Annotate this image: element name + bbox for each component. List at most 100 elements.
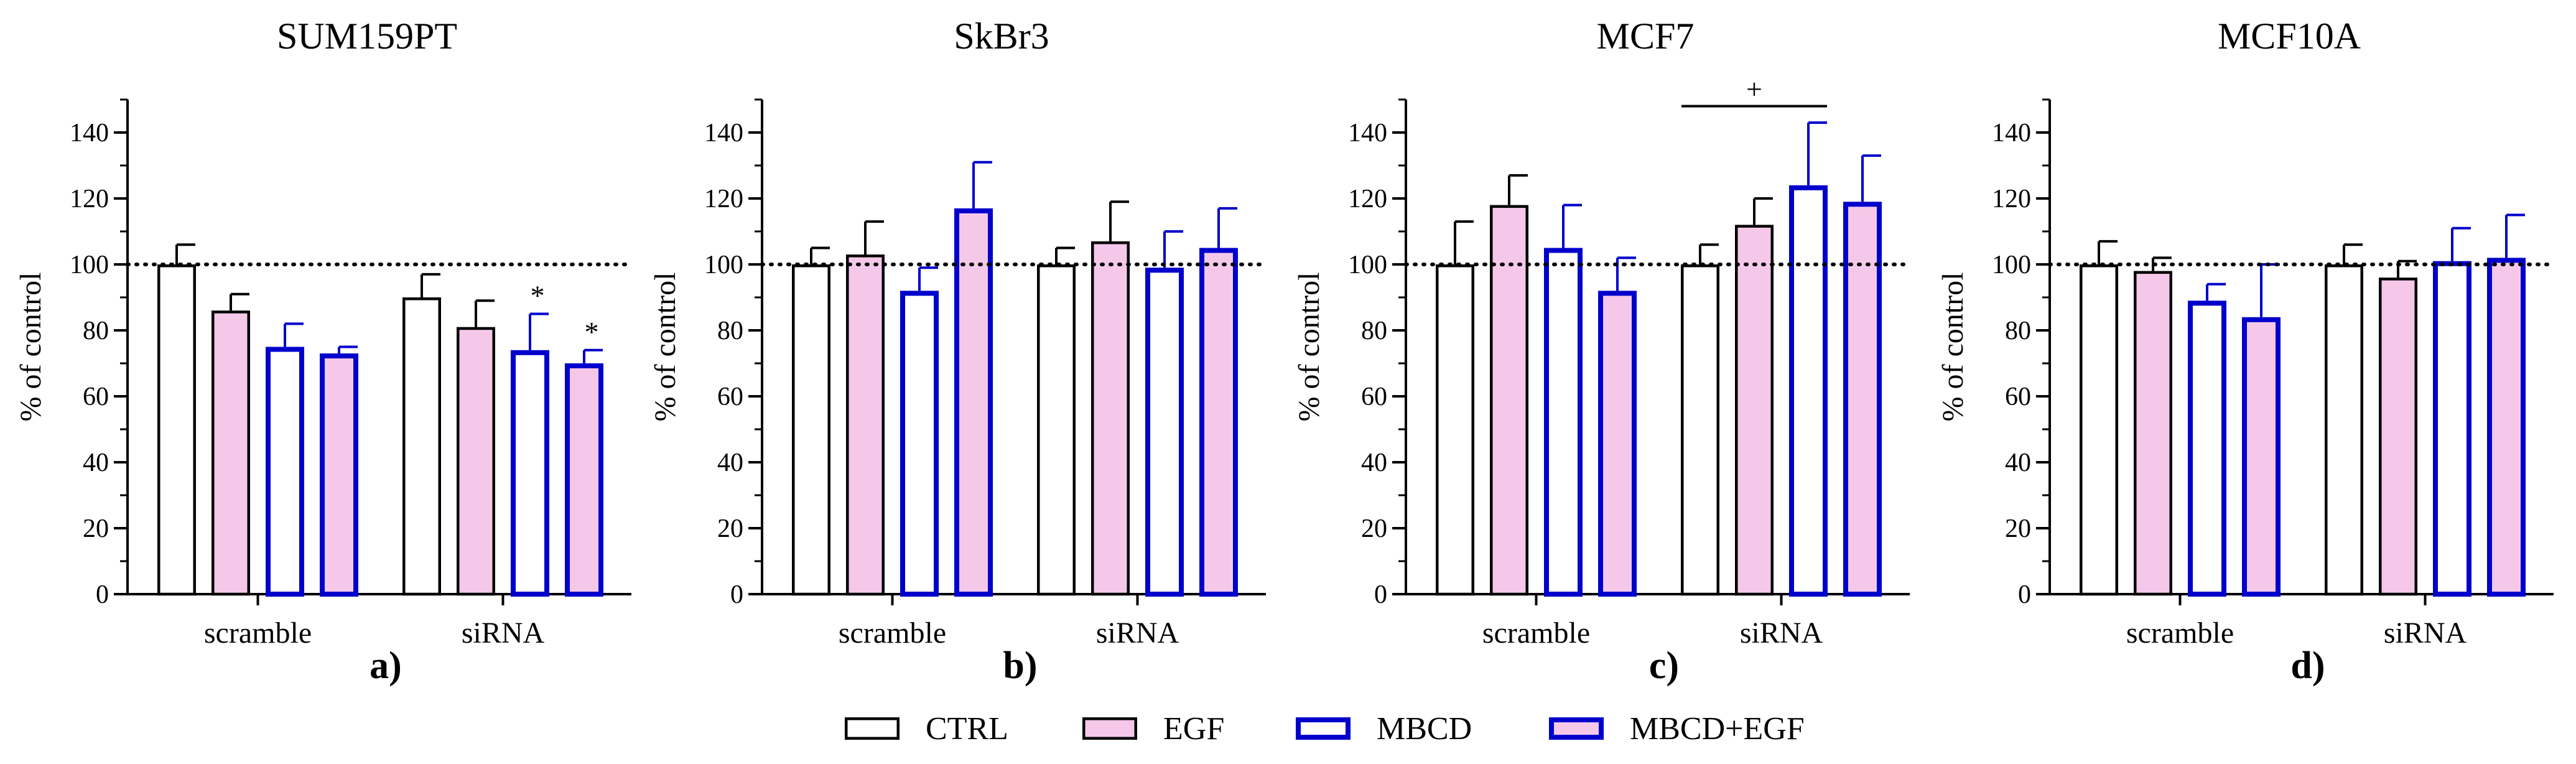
y-tick-label: 120: [1348, 185, 1387, 213]
y-axis-label: % of control: [649, 273, 682, 422]
y-tick-label: 100: [1992, 251, 2031, 279]
y-tick-label: 60: [83, 383, 109, 411]
y-tick-label: 80: [83, 317, 109, 345]
legend-swatch-ctrl: [845, 717, 900, 740]
y-tick-label: 140: [704, 119, 743, 147]
bar-mbcdegf-sirna: [1843, 202, 1882, 597]
y-tick-label: 140: [70, 119, 109, 147]
y-tick-label: 0: [730, 580, 743, 609]
bar-mbcdegf-sirna: [1199, 248, 1238, 597]
y-tick-label: 0: [1374, 580, 1387, 609]
significance-marker: *: [585, 316, 599, 348]
x-category-label: siRNA: [462, 617, 545, 650]
bar-ctrl-sirna: [2325, 264, 2363, 596]
x-category-label: siRNA: [2384, 617, 2467, 650]
bar-egf-scramble: [1490, 205, 1528, 596]
x-category-label: siRNA: [1096, 617, 1179, 650]
y-tick-label: 100: [1348, 251, 1387, 279]
chart-panel-3: MCF7 0 20 40 60 80 100 120 140 % of control scramb…: [1293, 16, 1912, 687]
chart-panel-4: MCF10A 0 20 40 60 80 100 120 140 % of control scra…: [1937, 16, 2555, 687]
panel-label: b): [1003, 645, 1037, 687]
bar-egf-sirna: [2379, 277, 2417, 596]
bar-ctrl-sirna: [402, 297, 441, 596]
bar-mbcdegf-scramble: [954, 208, 993, 597]
y-tick-label: 60: [717, 383, 743, 411]
bar-mbcd-sirna: [1145, 268, 1184, 597]
x-category-label: scramble: [204, 617, 312, 650]
chart-panel-1: SUM159PT 0 20 40 60 80 100 120 140 % of control sc…: [14, 16, 633, 687]
y-tick-label: 80: [717, 317, 743, 345]
y-tick-label: 0: [2018, 580, 2031, 609]
y-tick-label: 120: [70, 185, 109, 213]
bar-mbcd-sirna: [1789, 185, 1828, 597]
y-tick-label: 20: [2005, 515, 2031, 543]
bar-ctrl-scramble: [2080, 264, 2118, 596]
y-tick-label: 60: [2005, 383, 2031, 411]
y-tick-label: 40: [83, 449, 109, 477]
y-tick-label: 120: [704, 185, 743, 213]
legend-label-egf: EGF: [1163, 711, 1224, 747]
bar-egf-scramble: [212, 310, 250, 596]
y-tick-label: 140: [1348, 119, 1387, 147]
bar-ctrl-scramble: [792, 264, 830, 596]
bar-mbcd-scramble: [900, 291, 939, 597]
y-tick-label: 40: [1361, 449, 1387, 477]
y-tick-label: 120: [1992, 185, 2031, 213]
y-axis-label: % of control: [14, 273, 47, 422]
bar-egf-scramble: [2134, 271, 2172, 596]
chart-title: SUM159PT: [277, 16, 457, 57]
y-tick-label: 20: [1361, 515, 1387, 543]
y-tick-label: 40: [717, 449, 743, 477]
bar-mbcd-scramble: [1544, 248, 1583, 597]
bar-ctrl-sirna: [1037, 264, 1076, 596]
y-tick-label: 20: [83, 515, 109, 543]
chart-title: MCF7: [1597, 16, 1695, 57]
legend-label-ctrl: CTRL: [926, 711, 1008, 747]
bar-mbcdegf-sirna: [565, 363, 603, 597]
comparison-marker: +: [1746, 73, 1762, 105]
y-tick-label: 60: [1361, 383, 1387, 411]
x-category-label: scramble: [1482, 617, 1590, 650]
chart-title: MCF10A: [2218, 16, 2361, 57]
bar-ctrl-sirna: [1681, 264, 1719, 596]
legend-label-mbcd: MBCD: [1377, 711, 1472, 747]
chart-title: SkBr3: [954, 16, 1049, 57]
bar-mbcd-sirna: [511, 350, 549, 597]
bar-egf-scramble: [846, 254, 885, 596]
bar-mbcdegf-sirna: [2487, 258, 2526, 597]
bar-mbcd-scramble: [266, 347, 304, 597]
bar-egf-sirna: [457, 327, 495, 596]
y-tick-label: 0: [96, 580, 109, 609]
y-tick-label: 100: [70, 251, 109, 279]
panel-label: a): [370, 645, 402, 687]
chart-panels: SUM159PT 0 20 40 60 80 100 120 140 % of control sc…: [14, 16, 2555, 687]
y-axis-label: % of control: [1293, 273, 1326, 422]
y-tick-label: 20: [717, 515, 743, 543]
panel-label: d): [2290, 645, 2325, 687]
bar-egf-sirna: [1735, 225, 1774, 596]
legend-swatch-egf: [1082, 717, 1137, 740]
bar-mbcdegf-scramble: [1598, 291, 1637, 597]
y-axis-label: % of control: [1937, 273, 1969, 422]
bar-ctrl-scramble: [1436, 264, 1474, 596]
x-category-label: siRNA: [1740, 617, 1823, 650]
x-category-label: scramble: [2126, 617, 2234, 650]
legend-swatch-mbcd: [1296, 717, 1351, 740]
bar-mbcd-sirna: [2433, 261, 2471, 597]
chart-panel-2: SkBr3 0 20 40 60 80 100 120 140 % of control scram…: [649, 16, 1268, 687]
y-tick-label: 80: [2005, 317, 2031, 345]
bar-mbcdegf-scramble: [2242, 317, 2281, 597]
x-category-label: scramble: [839, 617, 946, 650]
significance-marker: *: [531, 280, 545, 312]
bar-egf-sirna: [1091, 241, 1130, 596]
y-tick-label: 140: [1992, 119, 2031, 147]
legend-label-mbcdegf: MBCD+EGF: [1630, 711, 1805, 747]
bar-mbcdegf-scramble: [320, 353, 358, 597]
y-tick-label: 100: [704, 251, 743, 279]
bar-mbcd-scramble: [2188, 300, 2226, 597]
legend-swatch-mbcdegf: [1549, 717, 1604, 740]
panel-label: c): [1649, 645, 1679, 687]
y-tick-label: 40: [2005, 449, 2031, 477]
bar-ctrl-scramble: [157, 264, 196, 596]
